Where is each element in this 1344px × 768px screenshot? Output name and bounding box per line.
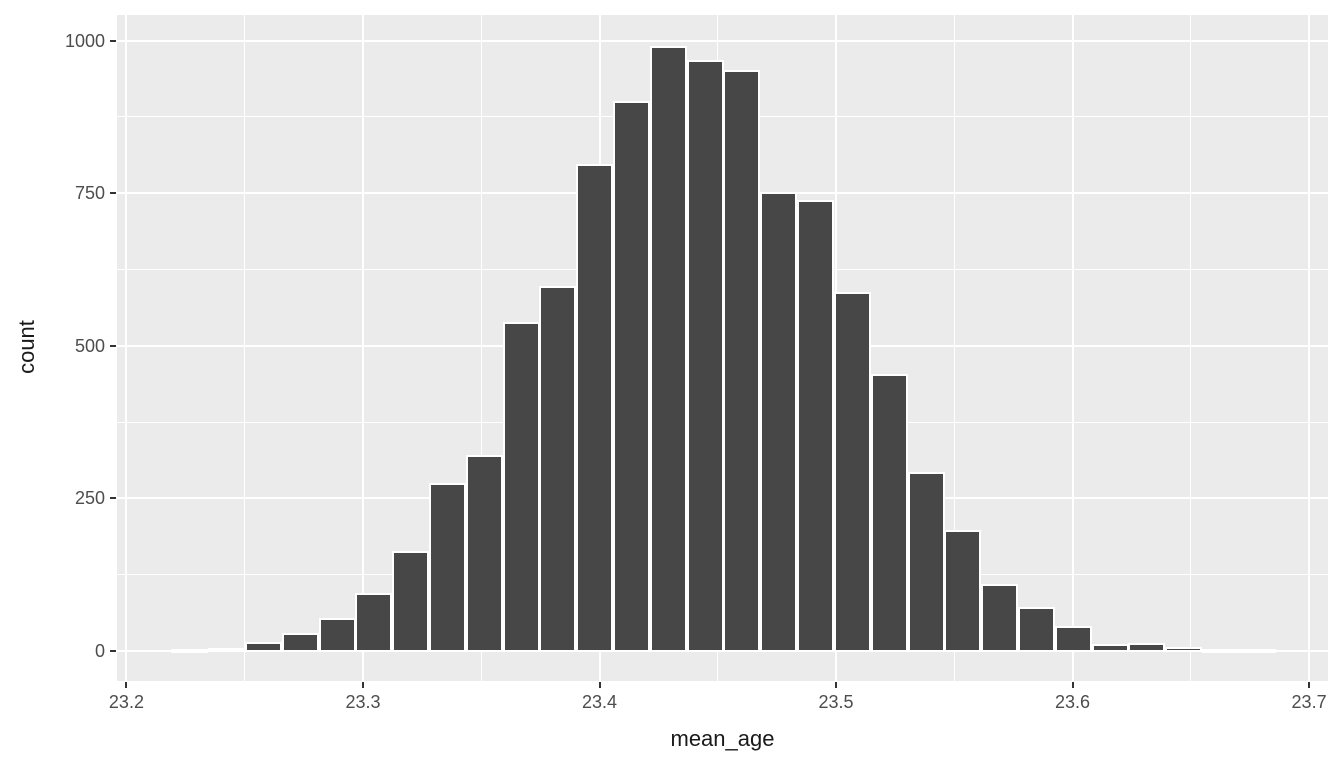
histogram-bar xyxy=(1165,647,1203,653)
x-tick-mark xyxy=(835,682,838,688)
histogram-bar xyxy=(944,529,982,653)
x-major-gridline xyxy=(125,15,128,681)
x-axis-tick-label: 23.5 xyxy=(818,692,854,712)
x-major-gridline xyxy=(361,15,364,681)
x-tick-mark xyxy=(361,682,364,688)
y-axis-tick-label: 250 xyxy=(74,488,105,509)
histogram-bar xyxy=(723,69,761,653)
histogram-bar xyxy=(1017,607,1055,653)
y-axis-tick-label: 500 xyxy=(74,335,105,356)
x-minor-gridline xyxy=(1190,15,1192,681)
x-axis-tick-label: 23.6 xyxy=(1055,692,1091,712)
histogram-bar xyxy=(171,648,209,653)
x-axis-tick-label: 23.2 xyxy=(108,692,144,712)
y-tick-mark xyxy=(110,497,116,500)
x-minor-gridline xyxy=(480,15,482,681)
x-tick-mark xyxy=(598,682,601,688)
y-axis-tick-label: 1000 xyxy=(64,30,105,51)
x-tick-mark xyxy=(1308,682,1311,688)
histogram-bar xyxy=(392,551,430,653)
histogram-bar xyxy=(318,618,356,653)
x-major-gridline xyxy=(1308,15,1311,681)
histogram-bar xyxy=(981,584,1019,653)
histogram-bar xyxy=(1238,648,1276,653)
y-axis-tick-label: 750 xyxy=(74,183,105,204)
plot-panel xyxy=(117,15,1328,681)
histogram-bar xyxy=(797,200,835,653)
histogram-bar xyxy=(1054,626,1092,653)
x-tick-mark xyxy=(1071,682,1074,688)
histogram-bar xyxy=(1091,643,1129,653)
x-axis-tick-label: 23.7 xyxy=(1291,692,1327,712)
histogram-bar xyxy=(539,285,577,653)
x-axis-title: mean_age xyxy=(670,726,775,751)
histogram-bar xyxy=(907,472,945,653)
y-tick-mark xyxy=(110,192,116,195)
y-tick-mark xyxy=(110,344,116,347)
histogram-bar xyxy=(576,163,614,653)
x-major-gridline xyxy=(1071,15,1074,681)
x-tick-mark xyxy=(125,682,128,688)
histogram-bar xyxy=(833,291,871,653)
y-major-gridline xyxy=(117,39,1328,42)
histogram-bar xyxy=(355,592,393,653)
y-tick-mark xyxy=(110,39,116,42)
y-axis-tick-label: 0 xyxy=(94,641,105,662)
histogram-bar xyxy=(244,641,282,653)
x-minor-gridline xyxy=(244,15,246,681)
y-tick-mark xyxy=(110,650,116,653)
x-axis-tick-label: 23.4 xyxy=(581,692,618,712)
histogram-bar xyxy=(1128,642,1166,653)
histogram-bar xyxy=(649,45,687,653)
histogram-bar xyxy=(613,101,651,653)
histogram-bar xyxy=(465,455,503,653)
x-axis-tick-label: 23.3 xyxy=(345,692,381,712)
histogram-bar xyxy=(281,632,319,653)
histogram-bar xyxy=(502,321,540,653)
histogram-bar xyxy=(1201,649,1239,654)
histogram-bar xyxy=(870,373,908,653)
histogram-bar xyxy=(686,60,724,653)
histogram-bar xyxy=(208,647,246,653)
x-minor-gridline xyxy=(953,15,955,681)
histogram-bar xyxy=(760,192,798,653)
histogram-bar xyxy=(429,482,467,653)
